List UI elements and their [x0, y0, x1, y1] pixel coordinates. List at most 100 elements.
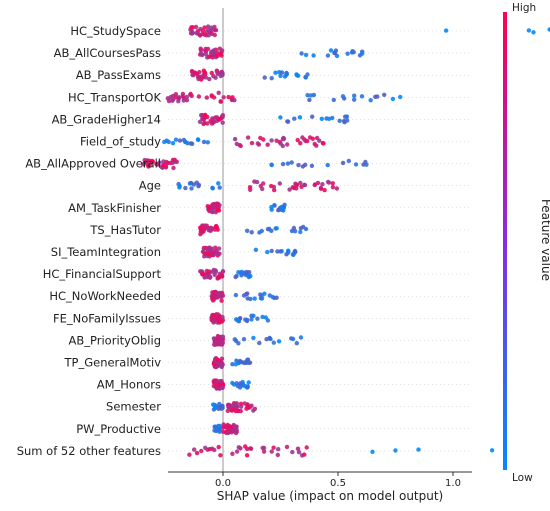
shap-point: [315, 180, 321, 186]
feature-gridlines: [168, 30, 472, 452]
feature-labels: HC_StudySpace AB_AllCoursesPass AB_PassExa…: [17, 24, 162, 458]
shap-point: [258, 135, 263, 141]
shap-point: [234, 449, 240, 454]
shap-point: [205, 121, 210, 126]
shap-point: [298, 335, 304, 340]
shap-point: [200, 272, 205, 277]
shap-point: [393, 448, 398, 453]
shap-point: [189, 186, 194, 191]
shap-point: [211, 402, 216, 407]
shap-point: [281, 208, 286, 213]
shap-point: [325, 162, 330, 168]
shap-point: [196, 76, 201, 82]
shap-point: [352, 97, 357, 102]
shap-point: [340, 160, 346, 166]
feature-row-points: [209, 312, 271, 325]
shap-point: [265, 142, 270, 147]
feature-row-points: [165, 90, 403, 104]
shap-point: [337, 118, 342, 124]
shap-point: [305, 93, 310, 98]
shap-point: [187, 181, 193, 186]
shap-point: [352, 93, 357, 98]
shap-point: [214, 385, 219, 390]
shap-point: [180, 94, 185, 99]
shap-point: [207, 76, 212, 82]
shap-point: [278, 73, 283, 79]
shap-point: [237, 358, 243, 364]
shap-point: [171, 165, 176, 171]
feature-row-points: [198, 46, 365, 60]
shap-point: [197, 119, 203, 125]
shap-point: [202, 113, 207, 118]
shap-point: [280, 161, 286, 167]
shap-point: [298, 229, 303, 235]
shap-point: [216, 315, 222, 321]
shap-point: [258, 296, 264, 301]
shap-point: [249, 230, 254, 235]
shap-point: [443, 28, 449, 33]
shap-point: [243, 444, 248, 449]
shap-point: [230, 362, 235, 367]
shap-point: [196, 137, 201, 142]
shap-point: [213, 224, 218, 230]
shap-point: [177, 183, 182, 189]
shap-point: [353, 162, 359, 167]
feature-label: AM_Honors: [97, 378, 161, 392]
shap-point: [201, 73, 206, 78]
shap-point: [220, 48, 225, 53]
shap-point: [370, 449, 375, 454]
shap-point: [260, 445, 265, 451]
shap-point: [214, 248, 219, 254]
feature-label: Sum of 52 other features: [17, 444, 161, 458]
shap-point: [255, 316, 260, 321]
shap-point: [201, 246, 207, 251]
shap-point: [193, 24, 199, 30]
shap-point: [296, 162, 301, 168]
shap-point: [310, 114, 315, 119]
shap-point: [343, 114, 348, 119]
shap-point: [251, 335, 256, 341]
shap-point: [489, 448, 495, 453]
shap-point: [244, 453, 250, 458]
shap-point: [217, 423, 222, 429]
shap-point: [272, 187, 277, 193]
shap-point: [312, 182, 317, 188]
x-tick-label: 0.0: [215, 478, 231, 489]
shap-point: [183, 139, 188, 145]
shap-point: [176, 95, 182, 100]
shap-point: [164, 159, 169, 165]
shap-point: [188, 141, 193, 146]
shap-point: [251, 313, 256, 318]
shap-point: [294, 72, 299, 77]
feature-label: HC_FinancialSupport: [43, 267, 162, 281]
shap-point: [233, 362, 238, 367]
shap-point: [232, 136, 238, 142]
shap-point: [173, 92, 179, 97]
feature-row-points: [176, 179, 340, 193]
shap-point: [220, 381, 226, 387]
shap-point: [265, 249, 270, 255]
shap-point: [298, 226, 304, 231]
shap-point: [204, 268, 209, 274]
shap-point: [254, 179, 260, 185]
shap-point: [215, 312, 221, 317]
shap-point: [212, 406, 218, 411]
shap-point: [209, 121, 215, 126]
shap-point: [252, 406, 258, 411]
shap-point: [213, 290, 218, 295]
shap-point: [216, 444, 221, 450]
shap-point: [269, 449, 274, 454]
feature-label: AB_GradeHigher14: [52, 112, 161, 126]
shap-point: [210, 296, 215, 301]
shap-point: [294, 341, 299, 346]
shap-point: [319, 116, 324, 122]
x-tick-label: 0.5: [330, 478, 346, 489]
shap-point: [218, 453, 223, 458]
shap-point: [207, 54, 212, 59]
shap-point: [196, 94, 202, 99]
shap-point: [264, 337, 269, 342]
feature-row-points: [211, 378, 251, 391]
shap-point: [274, 295, 279, 300]
shap-point: [261, 449, 267, 454]
shap-point: [293, 181, 298, 186]
